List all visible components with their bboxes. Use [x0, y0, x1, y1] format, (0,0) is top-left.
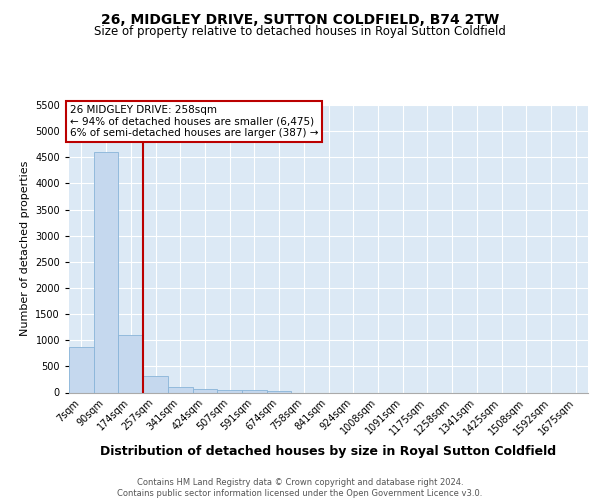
X-axis label: Distribution of detached houses by size in Royal Sutton Coldfield: Distribution of detached houses by size … [100, 445, 557, 458]
Bar [217, 390, 242, 392]
Text: Size of property relative to detached houses in Royal Sutton Coldfield: Size of property relative to detached ho… [94, 25, 506, 38]
Bar [94, 152, 118, 392]
Bar [143, 376, 168, 392]
Text: Contains HM Land Registry data © Crown copyright and database right 2024.
Contai: Contains HM Land Registry data © Crown c… [118, 478, 482, 498]
Y-axis label: Number of detached properties: Number of detached properties [20, 161, 29, 336]
Bar [193, 389, 217, 392]
Text: 26 MIDGLEY DRIVE: 258sqm
← 94% of detached houses are smaller (6,475)
6% of semi: 26 MIDGLEY DRIVE: 258sqm ← 94% of detach… [70, 105, 319, 138]
Bar [267, 391, 292, 392]
Text: 26, MIDGLEY DRIVE, SUTTON COLDFIELD, B74 2TW: 26, MIDGLEY DRIVE, SUTTON COLDFIELD, B74… [101, 12, 499, 26]
Bar [69, 347, 94, 393]
Bar [168, 388, 193, 392]
Bar [118, 335, 143, 392]
Bar [242, 390, 267, 392]
